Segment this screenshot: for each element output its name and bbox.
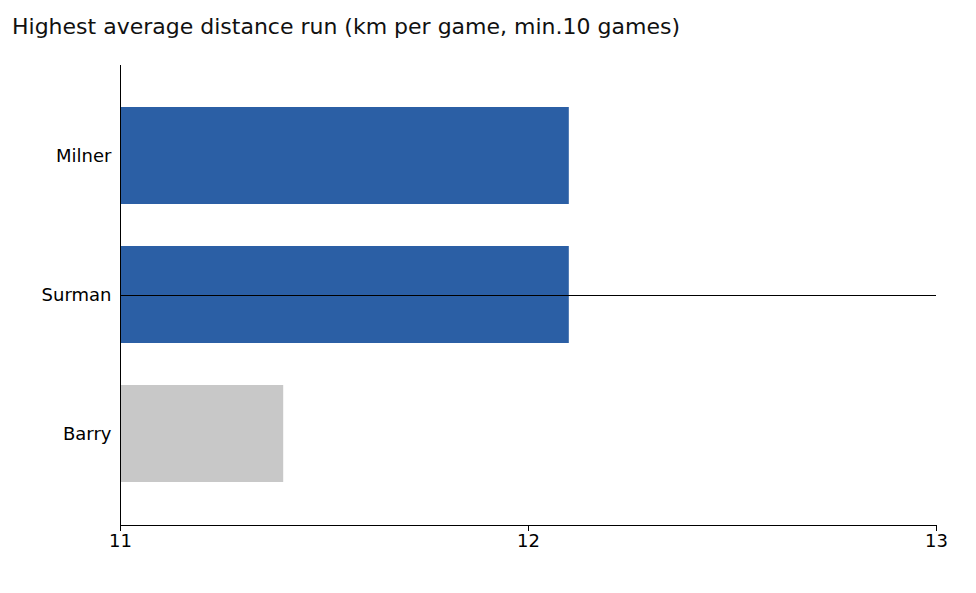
svg-text:Barry: Barry [63, 423, 112, 444]
html-text:Highest average distance run (: Highest average distance run (km per gam… [12, 14, 680, 39]
svg-text:12: 12 [517, 530, 540, 551]
svg-text:11: 11 [109, 530, 132, 551]
svg-text:Surman: Surman [42, 284, 112, 305]
svg-text:Milner: Milner [56, 145, 112, 166]
svg-text:13: 13 [925, 530, 948, 551]
